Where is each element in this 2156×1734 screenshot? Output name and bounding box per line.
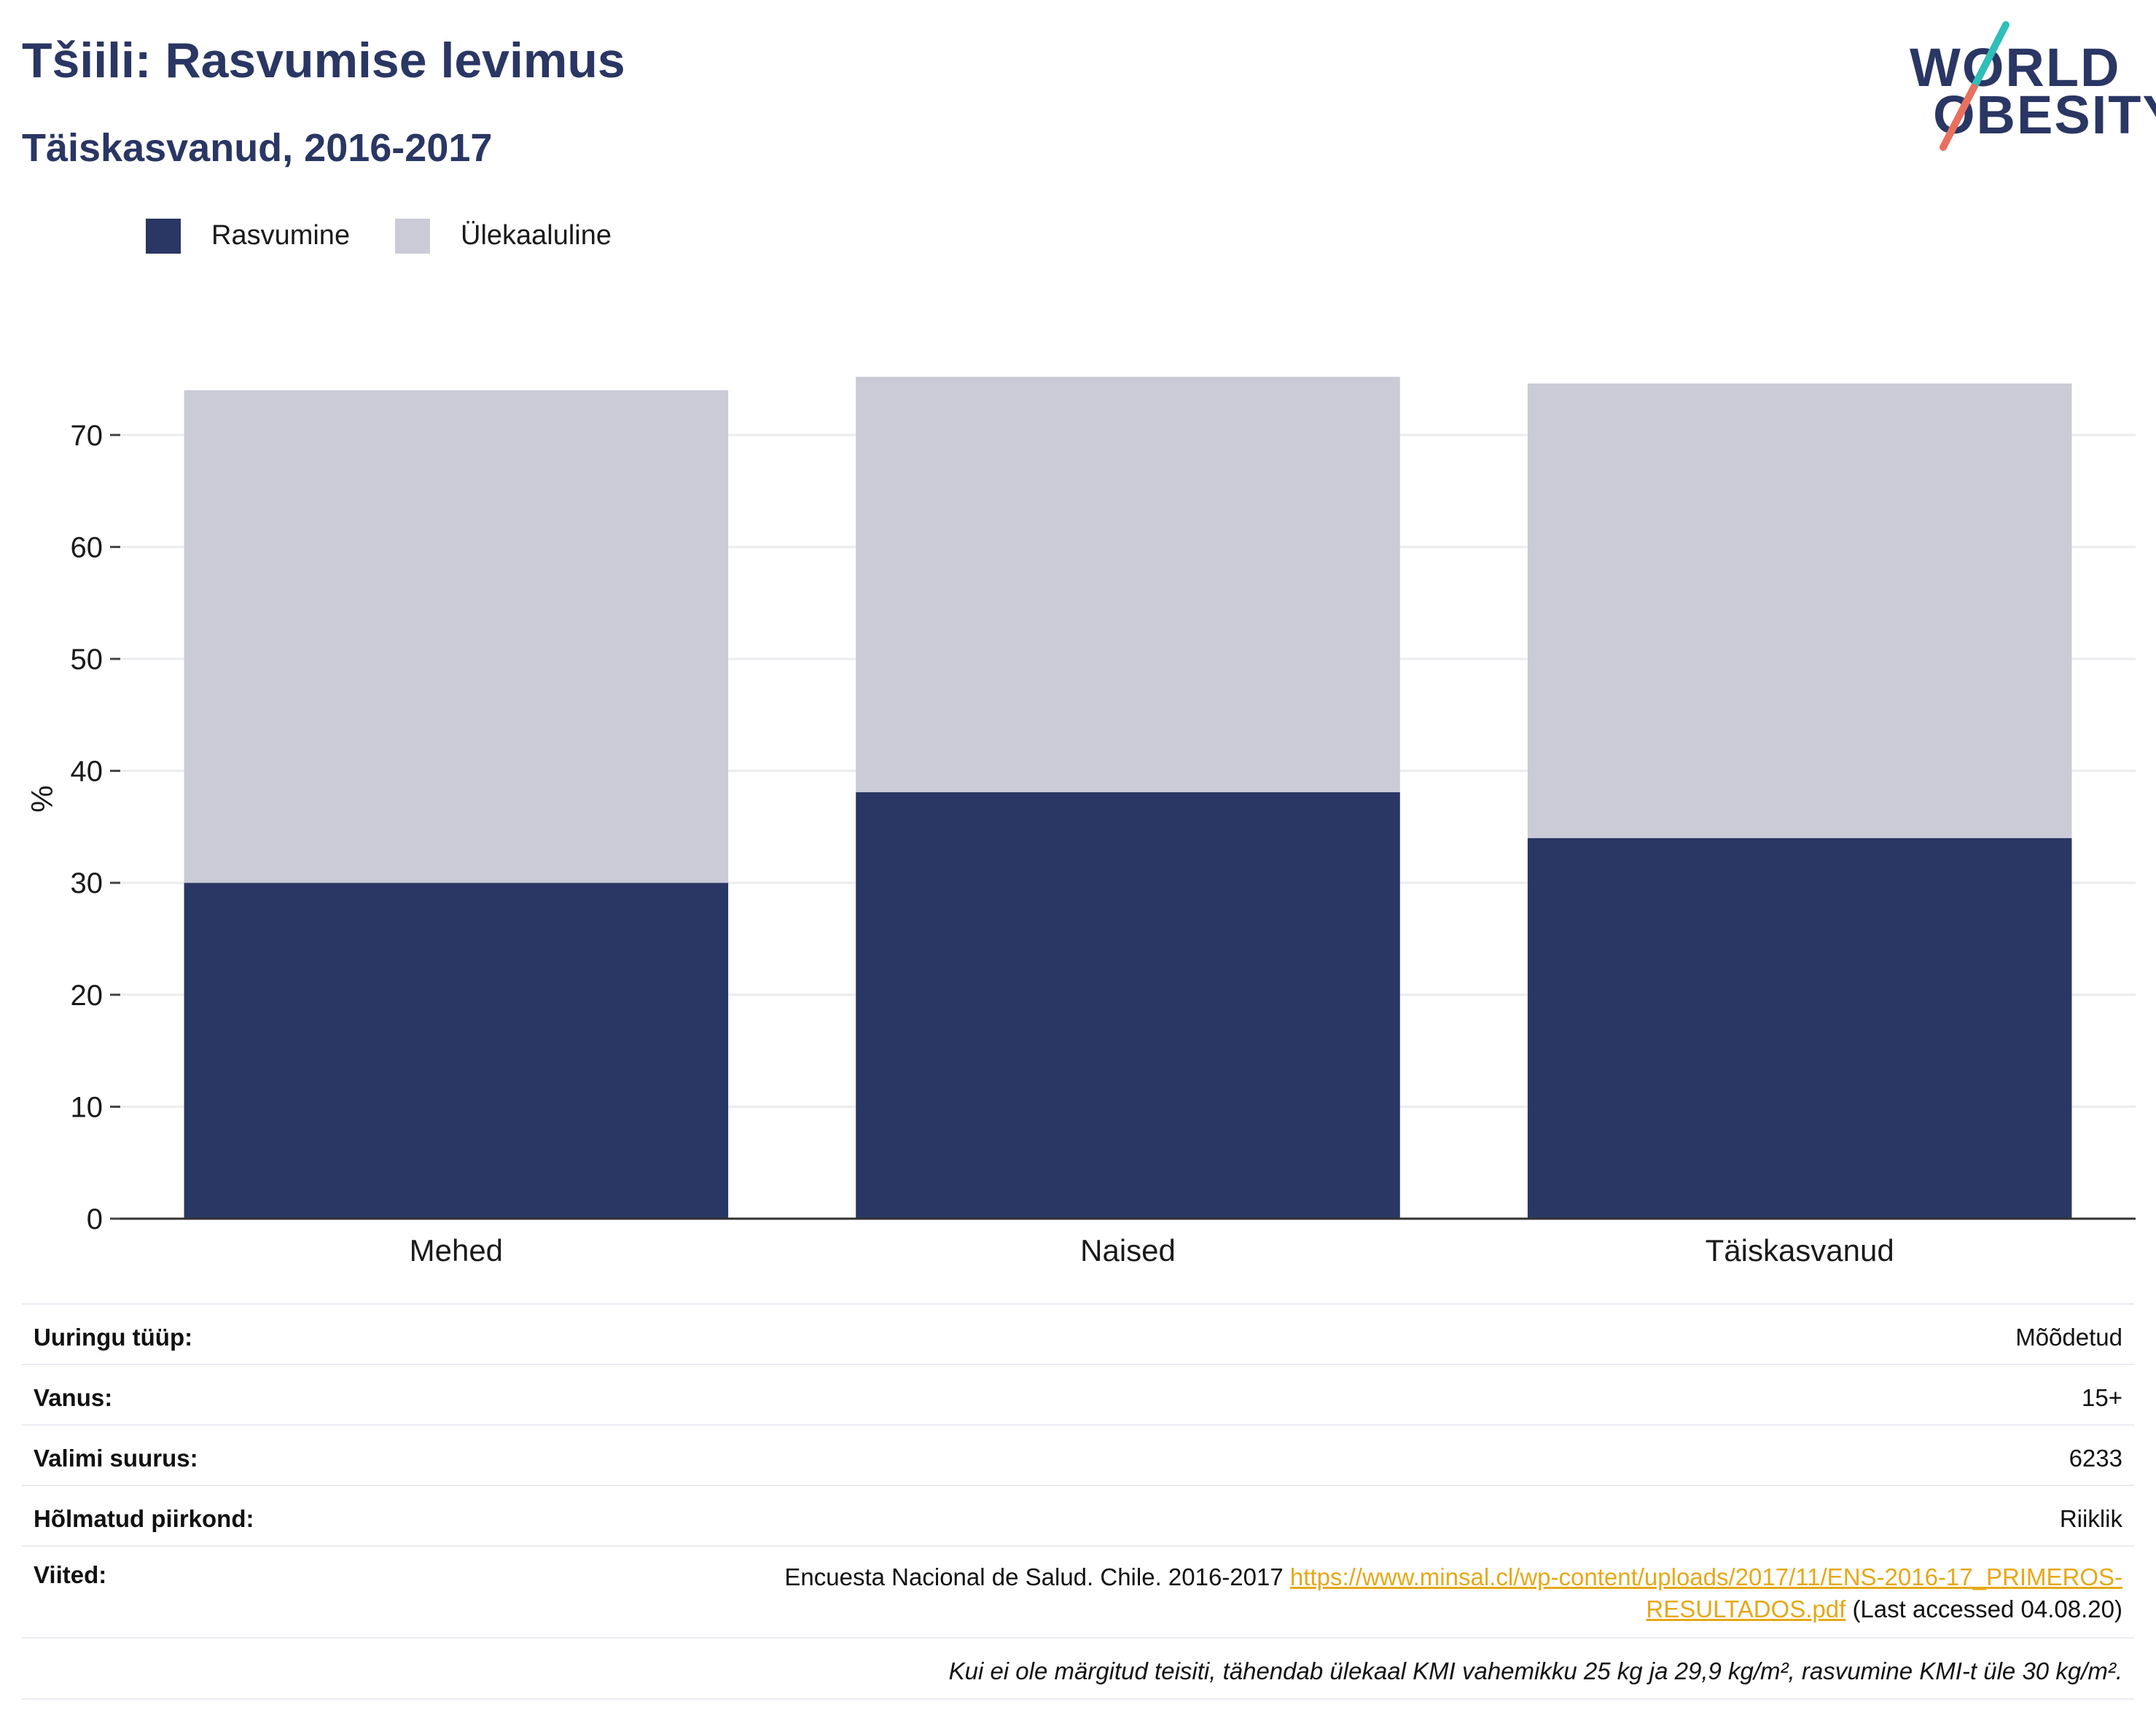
details-value: Riiklik [2059,1505,2122,1532]
details-label: Valimi suurus: [34,1445,198,1472]
y-tick-label: 30 [71,867,103,899]
reference-accessed: (Last accessed 04.08.20) [1852,1596,2122,1622]
x-tick-label: Mehed [410,1233,503,1268]
legend-swatch-ulekaaluline [395,219,430,254]
details-row-footnote: Kui ei ole märgitud teisiti, tähendab ül… [22,1637,2134,1700]
bar-ülekaaluline-1 [856,376,1400,792]
bar-ülekaaluline-2 [1527,383,2072,838]
details-row-survey-type: Uuringu tüüp: Mõõdetud [22,1303,2134,1364]
y-tick-label: 10 [71,1091,103,1123]
y-tick-label: 50 [71,644,103,676]
details-table: Uuringu tüüp: Mõõdetud Vanus: 15+ Valimi… [22,1303,2134,1700]
reference-link[interactable]: https://www.minsal.cl/wp-content/uploads… [1289,1563,2122,1590]
chart-subtitle: Täiskasvanud, 2016-2017 [22,126,493,170]
stacked-bar-chart: 0 10 20 30 40 50 60 70% Mehed Naised Täiskasvanud [25,376,2136,1268]
details-row-references: Viited: Encuesta Nacional de Salud. Chil… [22,1545,2134,1637]
y-tick-label: 70 [71,420,103,452]
details-row-sample-size: Valimi suurus: 6233 [22,1424,2134,1485]
details-row-age: Vanus: 15+ [22,1364,2134,1424]
logo-slash-icon [1940,21,2009,151]
details-value: 15+ [2082,1384,2122,1411]
y-tick-label: 60 [71,531,103,563]
bar-ülekaaluline-0 [184,390,729,883]
details-label: Hõlmatud piirkond: [34,1505,254,1532]
footnote-text: Kui ei ole märgitud teisiti, tähendab ül… [948,1657,2122,1684]
x-tick-label: Täiskasvanud [1706,1233,1894,1268]
references-value: Encuesta Nacional de Salud. Chile. 2016-… [784,1561,2122,1625]
reference-text: Encuesta Nacional de Salud. Chile. 2016-… [784,1563,1284,1590]
bar-rasvumine-2 [1527,837,2072,1219]
details-value: Mõõdetud [2015,1324,2122,1351]
bar-rasvumine-0 [184,883,729,1219]
details-label: Vanus: [34,1384,113,1411]
legend-swatch-rasvumine [146,219,181,254]
reference-link-continued[interactable]: RESULTADOS.pdf [1646,1596,1846,1622]
legend-label-ulekaaluline: Ülekaaluline [461,220,612,251]
y-axis-label: % [25,785,59,812]
chart-title: Tšiili: Rasvumise levimus [22,33,625,88]
x-tick-label: Naised [1080,1233,1176,1268]
y-tick-label: 0 [87,1203,103,1235]
legend-label-rasvumine: Rasvumine [211,220,351,251]
logo-text-world: WORLD [1910,37,2121,98]
details-value: 6233 [2069,1445,2122,1472]
details-row-area-covered: Hõlmatud piirkond: Riiklik [22,1485,2134,1545]
bar-rasvumine-1 [856,792,1400,1219]
y-tick-label: 20 [71,980,103,1012]
details-label: Uuringu tüüp: [34,1324,193,1351]
y-tick-label: 40 [71,756,103,788]
references-label: Viited: [34,1561,107,1588]
world-obesity-logo: WORLD OBESITY [1895,15,2156,160]
